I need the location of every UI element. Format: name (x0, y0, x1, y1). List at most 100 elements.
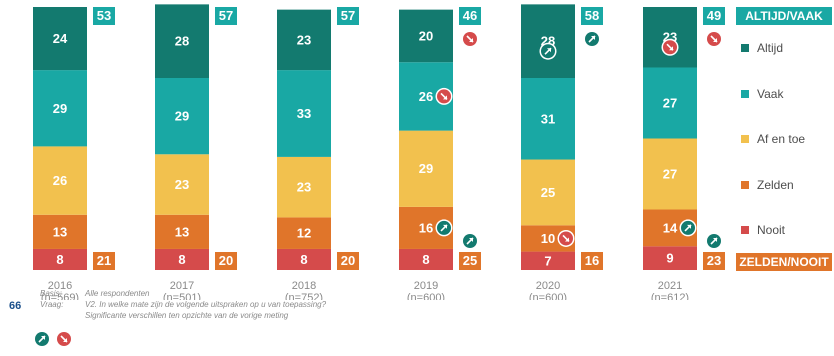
bar-zelden-2017 (155, 214, 209, 249)
data-label-zelden-2020: 10 (541, 231, 555, 246)
category-label-n-2016: (n=569) (41, 292, 79, 300)
bar-altijd-2020 (521, 4, 575, 79)
bars-layer: 8 13 26 29 24 8 13 23 29 28 8 12 23 33 23 8 16 29 26 20 7 10 2… (33, 4, 697, 270)
significance-icons-layer (435, 30, 723, 250)
category-label-n-2021: (n=612) (651, 292, 689, 300)
category-label-year-2021: 2021 (658, 280, 682, 292)
significance-down-icon-2021-7 (661, 38, 679, 56)
total-label-altijd-vaak-2021: 49 (707, 8, 721, 23)
bar-nooit-2019 (399, 248, 453, 270)
data-label-vaak-2017: 29 (175, 109, 189, 124)
data-label-nooit-2019: 8 (422, 252, 429, 267)
total-box-zelden-nooit-2016 (93, 252, 115, 270)
significance-up-icon-2019-1 (435, 219, 453, 237)
total-label-zelden-nooit-2019: 25 (463, 253, 477, 268)
category-label-year-2020: 2020 (536, 280, 560, 292)
significance-up-icon-2020-6 (583, 30, 601, 48)
legend-swatch-nooit (741, 226, 749, 234)
bar-vaak-2016 (33, 70, 87, 147)
total-label-zelden-nooit-2020: 16 (585, 253, 599, 268)
legend-altijd-vaak-header: ALTIJD/VAAK (745, 9, 823, 23)
total-label-altijd-vaak-2018: 57 (341, 8, 355, 23)
data-label-vaak-2019: 26 (419, 89, 433, 104)
total-label-altijd-vaak-2017: 57 (219, 8, 233, 23)
arrow-down-circle-icon (55, 330, 73, 348)
data-label-af-en-toe-2016: 26 (53, 173, 67, 188)
total-box-altijd-vaak-2019 (459, 7, 481, 25)
bar-af-en-toe-2021 (643, 138, 697, 210)
footnote-keys: Basis: Vraag: (40, 288, 63, 310)
significance-down-icon-2021-7-head (669, 46, 673, 51)
arrow-up-circle-icon (33, 330, 51, 348)
total-box-zelden-nooit-2019 (459, 252, 481, 270)
data-label-vaak-2020: 31 (541, 111, 555, 126)
significance-down-icon-2021-9 (705, 30, 723, 48)
bar-af-en-toe-2019 (399, 130, 453, 207)
data-label-af-en-toe-2020: 25 (541, 185, 555, 200)
bar-nooit-2018 (277, 248, 331, 270)
data-label-vaak-2021: 27 (663, 95, 677, 110)
data-label-vaak-2018: 33 (297, 106, 311, 121)
total-box-altijd-vaak-2021 (703, 7, 725, 25)
basis-value: Alle respondenten (85, 289, 150, 298)
total-box-altijd-vaak-2020 (581, 7, 603, 25)
data-label-af-en-toe-2019: 29 (419, 161, 433, 176)
significance-down-icon-2019-0 (435, 87, 453, 105)
bar-nooit-2017 (155, 248, 209, 270)
legend-label-vaak: Vaak (757, 87, 784, 101)
significance-up-icon-2020-4 (539, 42, 557, 60)
significance-up-icon-2019-3 (461, 232, 479, 250)
significance-down-icon-2019-0-head (443, 95, 447, 100)
total-box-zelden-nooit-2021 (703, 252, 725, 270)
data-label-af-en-toe-2017: 23 (175, 177, 189, 192)
significance-up-icon-2020-4-head (547, 48, 551, 53)
arrow-down-circle-icon-head (63, 338, 67, 342)
significance-up-icon-2021-10-head (713, 238, 717, 242)
legend-swatch-zelden (741, 181, 749, 189)
data-label-zelden-2016: 13 (53, 224, 67, 239)
significance-note: Significante verschillen ten opzichte va… (85, 311, 289, 320)
total-label-zelden-nooit-2017: 20 (219, 253, 233, 268)
category-label-year-2016: 2016 (48, 280, 72, 292)
category-label-n-2020: (n=600) (529, 292, 567, 300)
legend-zelden-nooit-header: ZELDEN/NOOIT (739, 255, 829, 269)
bar-nooit-2016 (33, 248, 87, 270)
significance-down-icon-2019-2 (461, 30, 479, 48)
bar-altijd-2017 (155, 4, 209, 79)
category-label-n-2018: (n=752) (285, 292, 323, 300)
total-box-altijd-vaak-2018 (337, 7, 359, 25)
total-box-zelden-nooit-2018 (337, 252, 359, 270)
bar-vaak-2017 (155, 78, 209, 155)
legend-swatch-altijd (741, 44, 749, 52)
totals-layer: 53 21 57 20 57 20 46 25 58 16 49 23 (93, 7, 725, 270)
data-label-zelden-2018: 12 (297, 226, 311, 241)
bar-altijd-2016 (33, 7, 87, 71)
bar-nooit-2021 (643, 246, 697, 270)
bar-vaak-2018 (277, 70, 331, 157)
data-label-nooit-2017: 8 (178, 252, 185, 267)
basis-key: Basis: (40, 289, 62, 298)
significance-up-icon-2021-8 (679, 219, 697, 237)
significance-down-icon-2021-9-head (713, 38, 717, 42)
stacked-bar-chart: 8 13 26 29 24 8 13 23 29 28 8 12 23 33 23 8 16 29 26 20 7 10 2… (33, 4, 832, 300)
total-box-altijd-vaak-2017 (215, 7, 237, 25)
legend-label-zelden: Zelden (757, 178, 794, 192)
total-label-altijd-vaak-2016: 53 (97, 8, 111, 23)
data-label-af-en-toe-2021: 27 (663, 167, 677, 182)
data-label-altijd-2017: 28 (175, 34, 189, 49)
bar-nooit-2020 (521, 251, 575, 270)
bar-af-en-toe-2017 (155, 154, 209, 215)
vraag-key: Vraag: (40, 300, 64, 309)
arrow-up-circle-icon-head (41, 336, 45, 340)
total-label-zelden-nooit-2021: 23 (707, 253, 721, 268)
bar-altijd-2018 (277, 9, 331, 71)
significance-up-icon-2020-6-head (591, 36, 595, 40)
data-label-af-en-toe-2018: 23 (297, 180, 311, 195)
bar-zelden-2016 (33, 214, 87, 249)
data-label-zelden-2017: 13 (175, 224, 189, 239)
significance-down-icon-2019-2-head (469, 38, 473, 42)
footer-significance-icons (33, 330, 73, 348)
total-box-zelden-nooit-2020 (581, 252, 603, 270)
bar-altijd-2021 (643, 7, 697, 68)
data-label-nooit-2018: 8 (300, 252, 307, 267)
